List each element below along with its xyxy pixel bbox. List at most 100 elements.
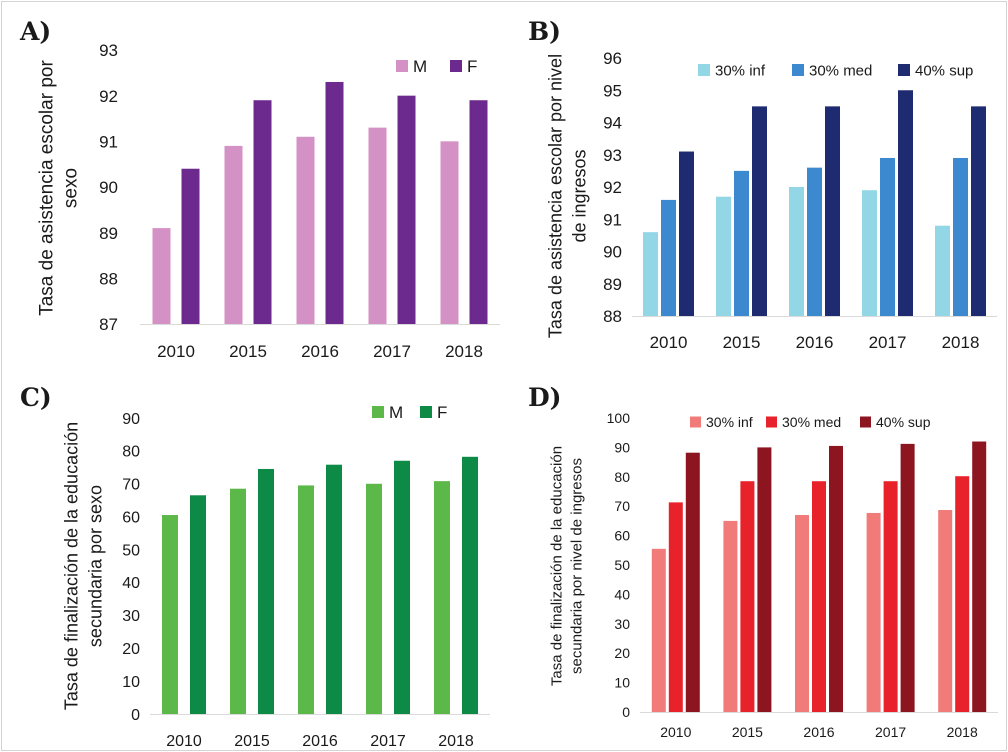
panel-b-ytick-label: 93 bbox=[603, 146, 622, 165]
panel-a-bar bbox=[469, 100, 488, 324]
panel-c-legend-swatch bbox=[420, 406, 432, 418]
panel-c-ytick-label: 80 bbox=[122, 444, 140, 461]
panel-d-ytick-label: 90 bbox=[614, 439, 630, 455]
panel-d-legend-label: 30% med bbox=[782, 414, 841, 430]
panel-a-bar bbox=[224, 145, 243, 324]
panel-d-legend-swatch bbox=[766, 416, 777, 428]
panel-b-bar bbox=[880, 157, 895, 316]
panel-c-category-label: 2017 bbox=[370, 733, 406, 750]
panel-a-bar bbox=[368, 127, 387, 324]
panel-b-category-label: 2018 bbox=[942, 333, 980, 352]
panel-c-category-label: 2018 bbox=[438, 733, 474, 750]
panel-c-bar bbox=[462, 456, 478, 714]
panel-b-bar bbox=[898, 90, 913, 316]
panel-b-ytick-label: 90 bbox=[603, 243, 622, 262]
panel-a-legend-label: F bbox=[467, 57, 477, 76]
panel-d-ytick-label: 50 bbox=[614, 557, 630, 573]
panel-c-y-axis-label: secundaria por sexo bbox=[85, 485, 105, 647]
panel-d-legend-swatch bbox=[860, 416, 871, 428]
panel-c-bar bbox=[434, 481, 450, 714]
panel-b-bar bbox=[953, 157, 968, 316]
panel-a-category-label: 2018 bbox=[445, 342, 483, 361]
panel-c-legend-label: M bbox=[389, 403, 403, 422]
panel-d-legend-label: 40% sup bbox=[876, 414, 931, 430]
panel-b-y-axis-label: Tasa de asistencia escolar por nivel bbox=[545, 54, 565, 338]
panel-a-ytick-label: 91 bbox=[99, 132, 118, 151]
panel-c-bar bbox=[162, 515, 178, 714]
panel-c-category-label: 2016 bbox=[302, 733, 338, 750]
panel-d-bar bbox=[883, 481, 898, 712]
panel-d-ytick-label: 80 bbox=[614, 469, 630, 485]
panel-d-bar bbox=[757, 447, 772, 712]
panel-d-ytick-label: 70 bbox=[614, 498, 630, 514]
panel-d-ytick-label: 100 bbox=[607, 410, 631, 426]
panel-d-ytick-label: 10 bbox=[614, 675, 630, 691]
panel-c-letter: C) bbox=[20, 383, 52, 412]
panel-c-bar bbox=[366, 483, 382, 714]
panel-d-bar bbox=[972, 441, 987, 712]
panel-a-y-axis-label: sexo bbox=[61, 168, 82, 208]
panel-b-bar bbox=[807, 167, 822, 316]
panel-d-bar bbox=[866, 512, 881, 712]
panel-b-bar bbox=[971, 106, 986, 316]
panel-c-legend-swatch bbox=[372, 406, 384, 418]
panel-c-ytick-label: 10 bbox=[122, 674, 140, 691]
panel-b-ytick-label: 94 bbox=[603, 114, 622, 133]
panel-b-legend-swatch bbox=[698, 64, 710, 76]
panel-c-bar bbox=[258, 468, 274, 714]
panel-a-bar bbox=[325, 81, 344, 324]
panel-b-bar bbox=[862, 190, 877, 316]
panel-d-bar bbox=[900, 443, 915, 712]
panel-d-bar bbox=[685, 452, 700, 712]
panel-d-bar bbox=[938, 510, 953, 712]
panel-d-legend-swatch bbox=[690, 416, 701, 428]
panel-c-ytick-label: 50 bbox=[122, 542, 140, 559]
panel-a-bar bbox=[397, 95, 416, 325]
panel-c-ytick-label: 30 bbox=[122, 608, 140, 625]
panel-d-bar bbox=[955, 476, 970, 712]
panel-a-letter: A) bbox=[19, 17, 51, 46]
panel-b-ytick-label: 92 bbox=[603, 178, 622, 197]
panel-a-legend-swatch bbox=[396, 60, 408, 72]
panel-b-legend-swatch bbox=[792, 64, 804, 76]
panel-b-letter: B) bbox=[528, 17, 561, 46]
panel-a-ytick-label: 88 bbox=[99, 269, 118, 288]
panel-d-bar bbox=[795, 515, 809, 712]
panel-b-legend-label: 40% sup bbox=[915, 62, 973, 79]
panel-b-bar bbox=[752, 106, 767, 316]
panel-d-category-label: 2015 bbox=[732, 724, 763, 740]
panel-a-legend-swatch bbox=[450, 60, 462, 72]
panel-b-ytick-label: 96 bbox=[603, 49, 622, 68]
panel-c-y-axis-label: Tasa de finalización de la educación bbox=[61, 422, 81, 710]
panel-b-category-label: 2017 bbox=[869, 333, 907, 352]
panel-d-ytick-label: 0 bbox=[622, 704, 630, 720]
panel-b-bar bbox=[716, 196, 731, 316]
panel-b-ytick-label: 95 bbox=[603, 81, 622, 100]
panel-a-bar bbox=[296, 136, 315, 324]
panel-c-bar bbox=[394, 460, 410, 714]
panel-d-category-label: 2016 bbox=[803, 724, 834, 740]
panel-a-ytick-label: 90 bbox=[99, 178, 118, 197]
panel-d-y-axis-label: secundaria por nivel de ingresos bbox=[568, 458, 585, 674]
panel-b-ytick-label: 89 bbox=[603, 275, 622, 294]
panel-b-y-axis-label: de ingresos bbox=[569, 149, 589, 242]
panel-a-legend-label: M bbox=[413, 57, 427, 76]
panel-c-ytick-label: 0 bbox=[131, 707, 140, 724]
panel-d-bar bbox=[651, 548, 666, 712]
panel-b-bar bbox=[643, 232, 658, 316]
panel-d-bar bbox=[723, 520, 738, 712]
panel-d-y-axis-label: Tasa de finalización de la educación bbox=[548, 446, 565, 686]
panel-b-category-label: 2010 bbox=[650, 333, 688, 352]
panel-a-bar bbox=[440, 141, 459, 324]
panel-a-category-label: 2015 bbox=[229, 342, 267, 361]
panel-b-bar bbox=[679, 151, 694, 316]
panel-b-category-label: 2015 bbox=[723, 333, 761, 352]
panel-a-ytick-label: 92 bbox=[99, 87, 118, 106]
panel-d-bar bbox=[668, 502, 683, 712]
panel-a-bar bbox=[152, 228, 171, 324]
panel-c-bar bbox=[326, 464, 342, 714]
panel-b-legend-label: 30% inf bbox=[715, 62, 766, 79]
panel-a-ytick-label: 89 bbox=[99, 224, 118, 243]
